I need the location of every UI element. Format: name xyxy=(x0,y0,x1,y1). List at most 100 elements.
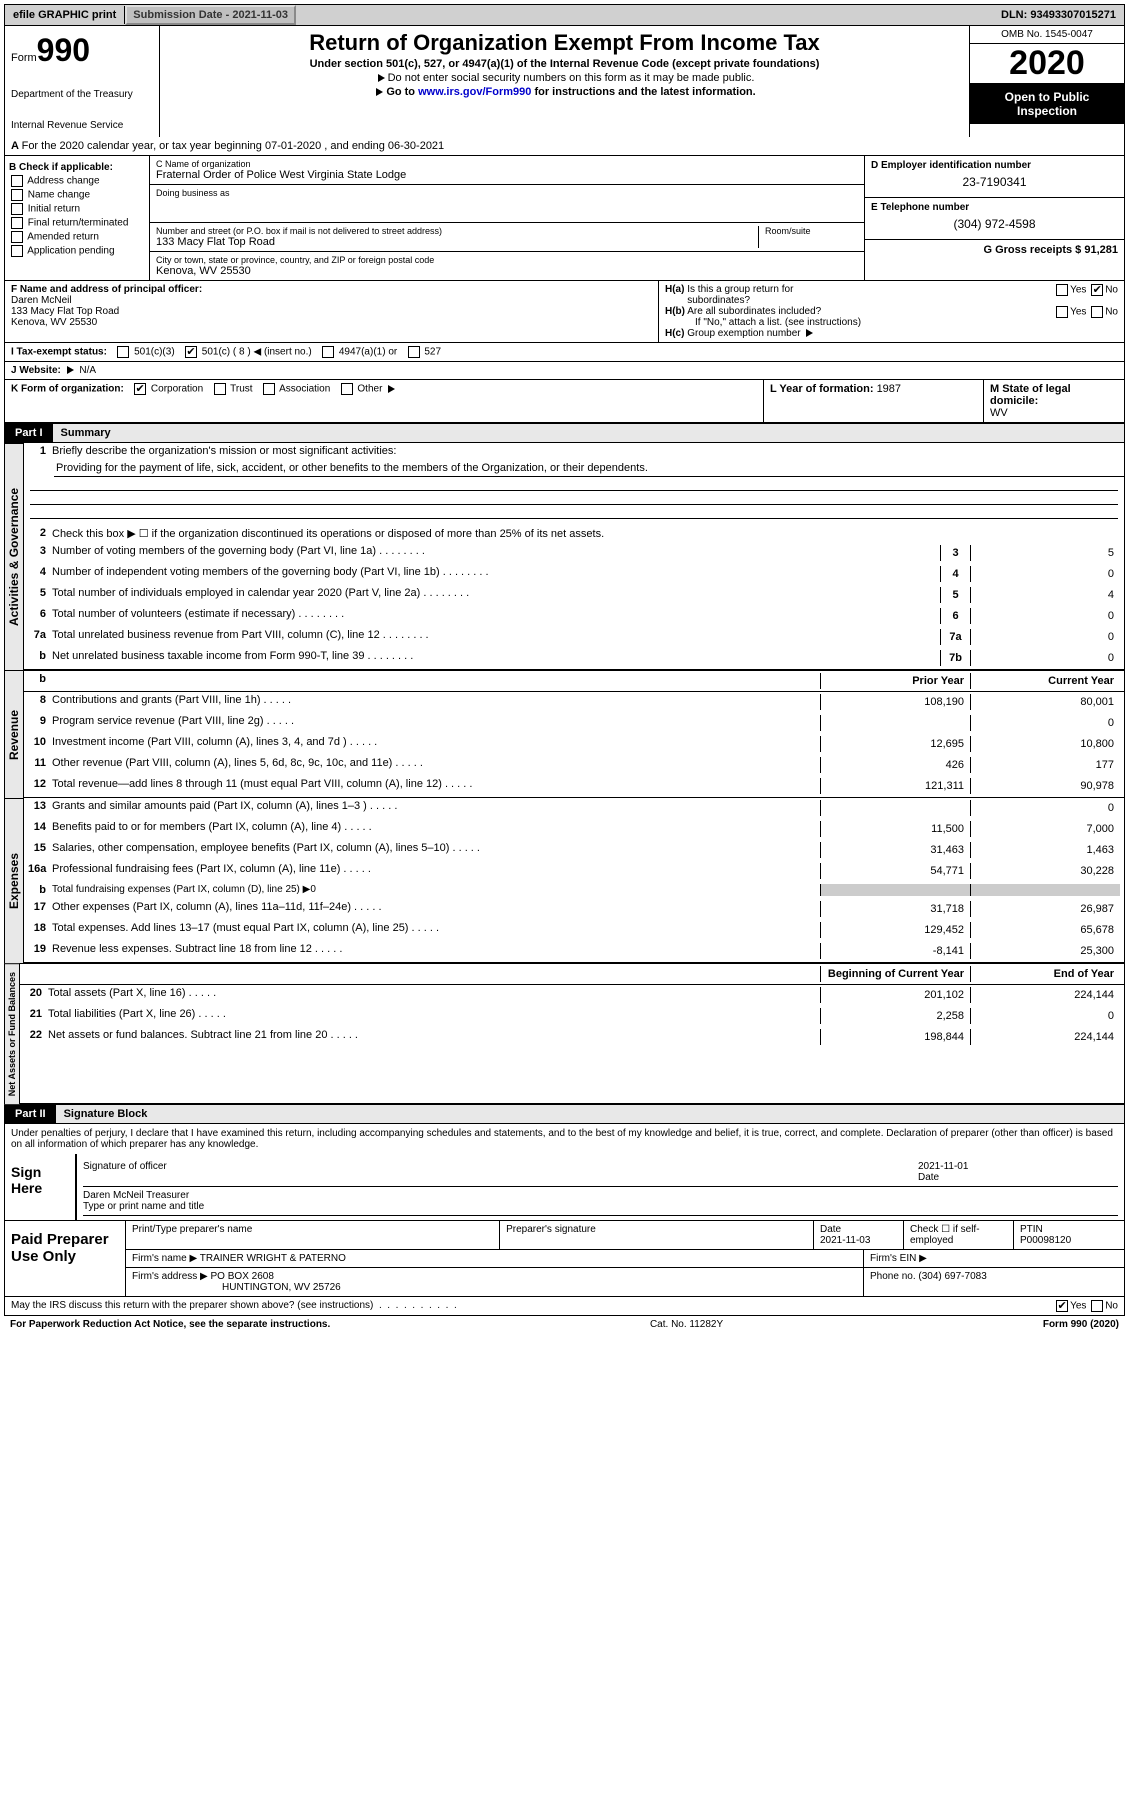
form-title: Return of Organization Exempt From Incom… xyxy=(164,30,965,56)
chk-501c3[interactable] xyxy=(117,346,129,358)
type-name-label: Type or print name and title xyxy=(83,1201,1118,1212)
summary-line: bNet unrelated business taxable income f… xyxy=(24,648,1124,669)
side-activities-governance: Activities & Governance xyxy=(4,443,24,670)
paid-preparer-block: Paid Preparer Use Only Print/Type prepar… xyxy=(4,1221,1125,1297)
summary-line: 12Total revenue—add lines 8 through 11 (… xyxy=(24,776,1124,797)
omb-number: OMB No. 1545-0047 xyxy=(970,26,1124,44)
summary-line: 18Total expenses. Add lines 13–17 (must … xyxy=(24,920,1124,941)
gross-label: G Gross receipts $ 91,281 xyxy=(983,244,1118,256)
submission-date-button[interactable]: Submission Date - 2021-11-03 xyxy=(125,5,296,25)
state-domicile: M State of legal domicile:WV xyxy=(984,380,1124,422)
dept-treasury: Department of the Treasury xyxy=(11,89,153,100)
addr-label: Number and street (or P.O. box if mail i… xyxy=(156,226,758,236)
form-badge: Form990 Department of the Treasury Inter… xyxy=(5,26,160,137)
chk-final-return[interactable] xyxy=(11,217,23,229)
dba-label: Doing business as xyxy=(156,188,858,198)
form-header: Form990 Department of the Treasury Inter… xyxy=(4,26,1125,137)
part1-header: Part I Summary xyxy=(4,423,1125,443)
ein-label: D Employer identification number xyxy=(871,160,1118,171)
mission-text: Providing for the payment of life, sick,… xyxy=(54,460,1124,477)
tax-year: 2020 xyxy=(970,44,1124,84)
form990-link[interactable]: www.irs.gov/Form990 xyxy=(418,86,531,98)
part2-header: Part II Signature Block xyxy=(4,1104,1125,1124)
summary-line: 13Grants and similar amounts paid (Part … xyxy=(24,798,1124,819)
form-title-block: Return of Organization Exempt From Incom… xyxy=(160,26,969,137)
summary-line: 10Investment income (Part VIII, column (… xyxy=(24,734,1124,755)
line1-label: Briefly describe the organization's miss… xyxy=(52,445,1120,457)
chk-527[interactable] xyxy=(408,346,420,358)
summary-line: 4Number of independent voting members of… xyxy=(24,564,1124,585)
summary-line: bTotal fundraising expenses (Part IX, co… xyxy=(24,882,1124,899)
principal-officer: F Name and address of principal officer:… xyxy=(5,281,659,342)
city-value: Kenova, WV 25530 xyxy=(156,265,858,277)
side-net-assets: Net Assets or Fund Balances xyxy=(4,963,20,1104)
section-j: J Website: N/A xyxy=(4,362,1125,380)
top-toolbar: efile GRAPHIC print Submission Date - 20… xyxy=(4,4,1125,26)
summary-line: 22Net assets or fund balances. Subtract … xyxy=(20,1027,1124,1048)
summary-line: 11Other revenue (Part VIII, column (A), … xyxy=(24,755,1124,776)
summary-line: 7aTotal unrelated business revenue from … xyxy=(24,627,1124,648)
col-d-ein-phone: D Employer identification number 23-7190… xyxy=(864,156,1124,280)
col-c-org-info: C Name of organization Fraternal Order o… xyxy=(150,156,864,280)
hdr-prior: Prior Year xyxy=(820,673,970,689)
page-footer: For Paperwork Reduction Act Notice, see … xyxy=(4,1316,1125,1333)
subtitle-2: Do not enter social security numbers on … xyxy=(164,72,965,84)
summary-line: 17Other expenses (Part IX, column (A), l… xyxy=(24,899,1124,920)
chk-address-change[interactable] xyxy=(11,175,23,187)
summary-line: 19Revenue less expenses. Subtract line 1… xyxy=(24,941,1124,962)
public-inspection: Open to Public Inspection xyxy=(970,84,1124,124)
section-k-l-m: K Form of organization: Corporation Trus… xyxy=(4,380,1125,423)
summary-line: 20Total assets (Part X, line 16) . . . .… xyxy=(20,985,1124,1006)
ein-value: 23-7190341 xyxy=(871,171,1118,193)
org-name: Fraternal Order of Police West Virginia … xyxy=(156,169,858,181)
col-b-checkboxes: B Check if applicable: Address change Na… xyxy=(5,156,150,280)
hdr-current: Current Year xyxy=(970,673,1120,689)
efile-label: efile GRAPHIC print xyxy=(5,6,125,24)
discuss-row: May the IRS discuss this return with the… xyxy=(4,1297,1125,1316)
city-label: City or town, state or province, country… xyxy=(156,255,858,265)
chk-assoc[interactable] xyxy=(263,383,275,395)
chk-name-change[interactable] xyxy=(11,189,23,201)
year-formation: L Year of formation: 1987 xyxy=(764,380,984,422)
summary-line: 14Benefits paid to or for members (Part … xyxy=(24,819,1124,840)
summary-line: 6Total number of volunteers (estimate if… xyxy=(24,606,1124,627)
chk-trust[interactable] xyxy=(214,383,226,395)
chk-ha-yes[interactable] xyxy=(1056,284,1068,296)
section-b-block: B Check if applicable: Address change Na… xyxy=(4,156,1125,281)
dln-cell: DLN: 93493307015271 xyxy=(993,6,1124,24)
sig-officer-label: Signature of officer xyxy=(83,1161,918,1183)
chk-ha-no[interactable] xyxy=(1091,284,1103,296)
declaration-text: Under penalties of perjury, I declare th… xyxy=(4,1124,1125,1154)
chk-discuss-yes[interactable] xyxy=(1056,1300,1068,1312)
addr-value: 133 Macy Flat Top Road xyxy=(156,236,758,248)
room-label: Room/suite xyxy=(765,226,858,236)
chk-other[interactable] xyxy=(341,383,353,395)
line2-text: Check this box ▶ ☐ if the organization d… xyxy=(52,527,1120,540)
sign-here-label: Sign Here xyxy=(5,1154,75,1220)
subtitle-3: Go to www.irs.gov/Form990 for instructio… xyxy=(164,86,965,98)
hdr-end: End of Year xyxy=(970,966,1120,982)
phone-label: E Telephone number xyxy=(871,202,1118,213)
summary-line: 8Contributions and grants (Part VIII, li… xyxy=(24,692,1124,713)
summary-line: 21Total liabilities (Part X, line 26) . … xyxy=(20,1006,1124,1027)
chk-501c[interactable] xyxy=(185,346,197,358)
summary-line: 16aProfessional fundraising fees (Part I… xyxy=(24,861,1124,882)
chk-hb-no[interactable] xyxy=(1091,306,1103,318)
org-name-label: C Name of organization xyxy=(156,159,858,169)
group-return: H(a) Is this a group return for Yes No s… xyxy=(659,281,1124,342)
chk-corp[interactable] xyxy=(134,383,146,395)
chk-discuss-no[interactable] xyxy=(1091,1300,1103,1312)
chk-amended-return[interactable] xyxy=(11,231,23,243)
side-revenue: Revenue xyxy=(4,670,24,798)
section-i: I Tax-exempt status: 501(c)(3) 501(c) ( … xyxy=(4,343,1125,362)
chk-initial-return[interactable] xyxy=(11,203,23,215)
chk-4947[interactable] xyxy=(322,346,334,358)
side-expenses: Expenses xyxy=(4,798,24,963)
chk-application-pending[interactable] xyxy=(11,245,23,257)
summary-line: 9Program service revenue (Part VIII, lin… xyxy=(24,713,1124,734)
dept-irs: Internal Revenue Service xyxy=(11,120,153,131)
summary-line: 15Salaries, other compensation, employee… xyxy=(24,840,1124,861)
paid-preparer-label: Paid Preparer Use Only xyxy=(5,1221,125,1296)
chk-hb-yes[interactable] xyxy=(1056,306,1068,318)
officer-name: Daren McNeil Treasurer xyxy=(83,1190,1118,1201)
